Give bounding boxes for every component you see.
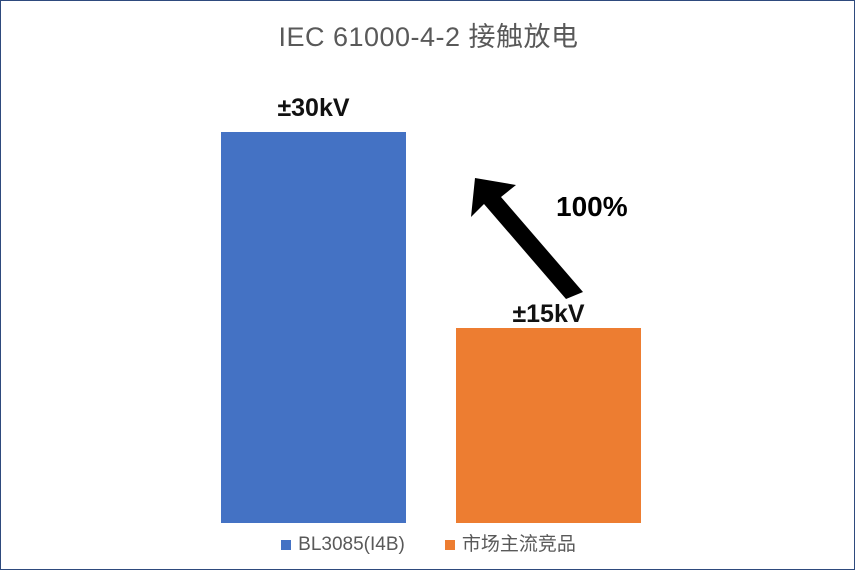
bar-value-label-bl3085: ±30kV: [277, 94, 350, 122]
legend-label-bl3085: BL3085(I4B): [298, 534, 405, 555]
chart-title: IEC 61000-4-2 接触放电: [278, 22, 579, 52]
legend-item-competitor[interactable]: 市场主流竞品: [444, 534, 576, 555]
bar-competitor[interactable]: [456, 328, 641, 523]
chart-legend: BL3085(I4B) 市场主流竞品: [1, 534, 854, 555]
legend-swatch-icon-competitor: [444, 539, 455, 550]
legend-label-competitor: 市场主流竞品: [461, 534, 576, 555]
growth-arrow-icon: [471, 178, 583, 299]
growth-percent-label: 100%: [556, 191, 628, 222]
legend-item-bl3085[interactable]: BL3085(I4B): [281, 535, 405, 554]
bar-bl3085[interactable]: [221, 132, 406, 523]
bar-value-label-competitor: ±15kV: [512, 300, 585, 328]
legend-swatch-icon-bl3085: [281, 539, 292, 550]
